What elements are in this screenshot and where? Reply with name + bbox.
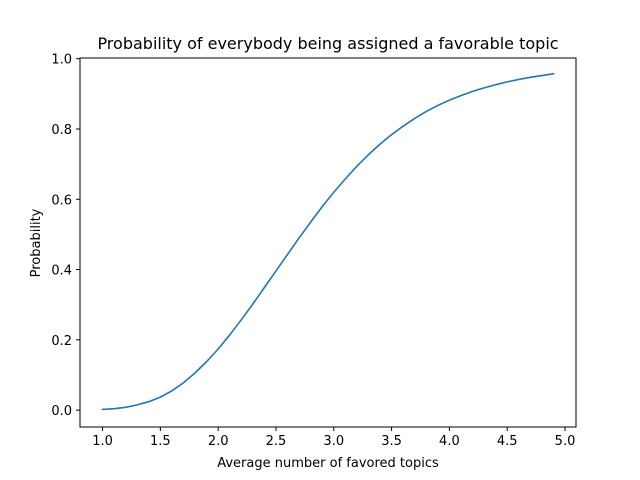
y-axis: 0.0 0.2 0.4 0.6 0.8 1.0 [51, 53, 80, 419]
series-layer [101, 72, 555, 411]
y-axis-title: Probability [29, 208, 44, 277]
y-tick-label: 0.6 [51, 193, 72, 208]
x-tick-label: 5.0 [555, 434, 576, 449]
plot-frame [79, 57, 577, 428]
series-line [101, 72, 555, 411]
x-axis: 1.0 1.5 2.0 2.5 3.0 3.5 4.0 4.5 5.0 [92, 427, 575, 449]
x-tick-label: 2.0 [208, 434, 229, 449]
x-axis-title: Average number of favored topics [217, 456, 439, 471]
x-tick-label: 3.5 [381, 434, 402, 449]
y-tick-label: 0.8 [51, 123, 72, 138]
x-tick-label: 1.5 [150, 434, 171, 449]
x-tick-label: 1.0 [92, 434, 113, 449]
x-tick-label: 2.5 [266, 434, 287, 449]
y-tick-label: 0.2 [51, 334, 72, 349]
y-tick-label: 0.4 [51, 264, 72, 279]
x-tick-label: 4.5 [497, 434, 518, 449]
x-tick-label: 4.0 [439, 434, 460, 449]
x-tick-label: 3.0 [323, 434, 344, 449]
chart-title: Probability of everybody being assigned … [97, 34, 558, 53]
y-tick-label: 0.0 [51, 404, 72, 419]
y-tick-label: 1.0 [51, 53, 72, 68]
